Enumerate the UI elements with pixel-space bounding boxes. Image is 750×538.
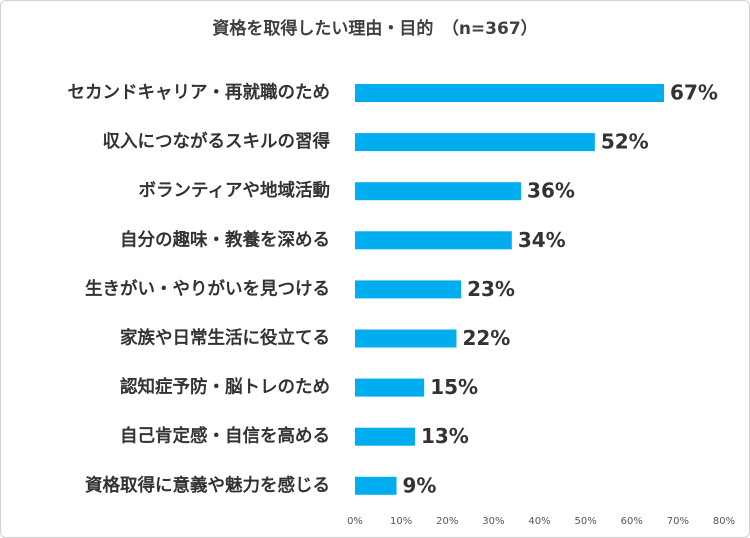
value-label: 23% (467, 277, 515, 301)
x-tick-label: 0% (347, 516, 363, 527)
bar (355, 182, 522, 201)
category-label: セカンドキャリア・再就職のため (68, 82, 331, 103)
bar (355, 133, 595, 152)
category-label: 認知症予防・脳トレのため (120, 377, 330, 398)
value-label: 36% (527, 179, 575, 203)
category-label: 生きがい・やりがいを見つける (85, 278, 330, 299)
x-tick-label: 50% (575, 516, 597, 527)
x-tick-label: 40% (528, 516, 550, 527)
bar (355, 427, 415, 446)
bar (355, 476, 397, 495)
x-tick-label: 60% (621, 516, 643, 527)
value-label: 52% (601, 130, 649, 154)
value-label: 34% (518, 228, 566, 252)
bar (355, 231, 512, 250)
bar (355, 84, 665, 102)
bar (355, 329, 457, 348)
x-tick-label: 10% (390, 516, 412, 527)
value-label: 22% (462, 326, 510, 350)
value-label: 67% (670, 81, 718, 105)
category-label: ボランティアや地域活動 (139, 180, 330, 201)
value-label: 15% (430, 375, 478, 399)
value-label: 13% (421, 424, 469, 448)
x-tick-label: 20% (436, 516, 458, 527)
category-label: 収入につながるスキルの習得 (103, 131, 331, 152)
bar (355, 378, 425, 397)
x-tick-label: 80% (713, 516, 735, 527)
chart-title: 資格を取得したい理由・目的 （n=367） (212, 19, 538, 39)
category-label: 自己肯定感・自信を高める (120, 426, 330, 447)
bar (355, 280, 462, 299)
category-label: 資格取得に意義や魅力を感じる (85, 475, 330, 496)
x-tick-label: 70% (667, 516, 689, 527)
value-label: 9% (403, 473, 437, 497)
x-tick-label: 30% (482, 516, 504, 527)
category-label: 自分の趣味・教養を深める (120, 229, 330, 250)
category-label: 家族や日常生活に役立てる (120, 328, 330, 349)
